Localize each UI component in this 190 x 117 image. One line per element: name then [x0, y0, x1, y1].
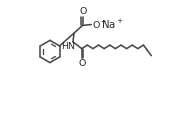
Text: Na$^+$: Na$^+$ — [101, 18, 124, 31]
Text: HN: HN — [62, 42, 75, 51]
Text: O: O — [79, 7, 86, 16]
Text: O: O — [78, 59, 86, 68]
Text: O$^-$: O$^-$ — [92, 19, 107, 30]
